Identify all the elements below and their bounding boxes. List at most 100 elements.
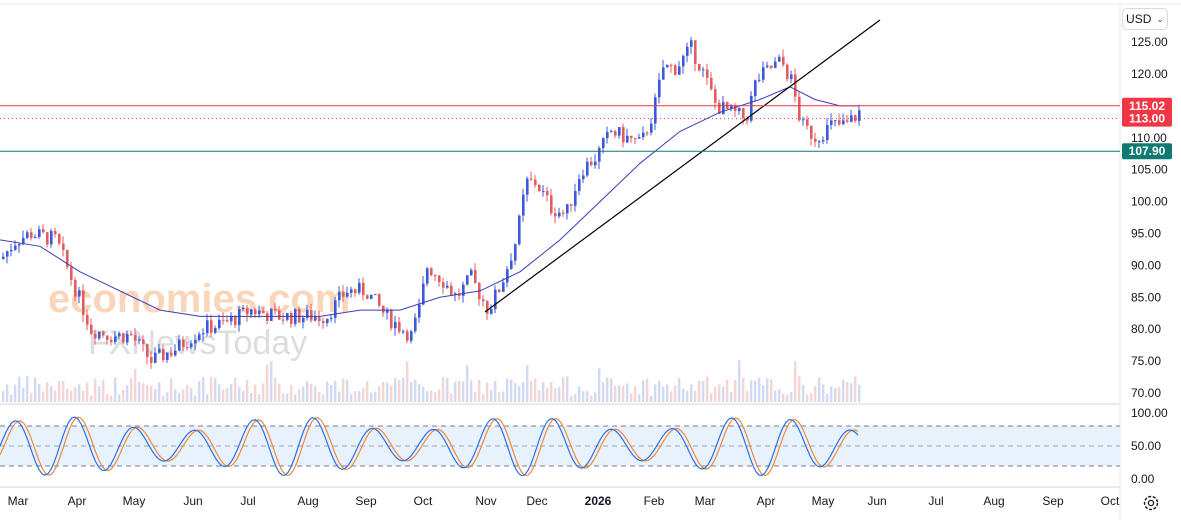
volume-bar	[578, 386, 581, 402]
volume-bar	[250, 392, 253, 402]
volume-bar	[762, 385, 765, 402]
volume-bar	[42, 391, 45, 402]
candle-body	[378, 294, 381, 306]
candle-body	[134, 335, 137, 341]
volume-bar	[806, 394, 809, 402]
volume-bar	[650, 395, 653, 402]
candle-body	[450, 285, 453, 296]
volume-bar	[46, 382, 49, 402]
candle-body	[758, 79, 761, 81]
candle-body	[670, 64, 673, 66]
candle-body	[574, 191, 577, 206]
volume-bar	[822, 384, 825, 402]
candle-body	[662, 67, 665, 80]
candle-body	[362, 282, 365, 296]
volume-bar	[222, 389, 225, 402]
candle-body	[182, 339, 185, 348]
currency-selector[interactable]: USD ⌄	[1122, 8, 1168, 30]
volume-bar	[310, 383, 313, 402]
candle-body	[206, 320, 209, 334]
candle-body	[594, 161, 597, 166]
candle-body	[514, 244, 517, 261]
time-tick-label: May	[123, 494, 146, 508]
stoch-k-line	[0, 416, 859, 477]
candle-body	[246, 307, 249, 315]
volume-bar	[354, 391, 357, 402]
candle-body	[646, 132, 649, 134]
candle-body	[658, 79, 661, 98]
candle-body	[290, 313, 293, 324]
time-tick-label: Jul	[928, 494, 943, 508]
volume-bar	[158, 382, 161, 402]
candle-body	[174, 350, 177, 356]
volume-bar	[218, 384, 221, 402]
stoch-d-line	[0, 416, 859, 477]
volume-bar	[122, 389, 125, 402]
volume-bar	[594, 392, 597, 402]
candle-body	[558, 212, 561, 217]
volume-bar	[582, 391, 585, 402]
volume-bar	[422, 386, 425, 402]
volume-bar	[166, 392, 169, 402]
volume-bar	[270, 361, 273, 402]
volume-bar	[214, 377, 217, 402]
volume-bar	[418, 384, 421, 402]
volume-bar	[610, 378, 613, 402]
volume-bar	[474, 391, 477, 402]
volume-bar	[286, 393, 289, 402]
volume-bar	[366, 381, 369, 402]
time-tick-label: Sep	[1042, 494, 1064, 508]
candle-body	[198, 334, 201, 340]
time-axis[interactable]: Mar Apr May Jun Jul Aug Sep Oct Nov Dec 2026 Feb Mar…	[8, 494, 1120, 508]
volume-bar	[450, 393, 453, 402]
volume-bar	[722, 386, 725, 402]
price-tick-label: 100.00	[1131, 195, 1168, 209]
volume-bar	[678, 378, 681, 402]
price-tick-label: 110.00	[1131, 131, 1167, 145]
volume-bar	[78, 384, 81, 402]
candle-body	[142, 339, 145, 345]
candle-body	[462, 284, 465, 296]
candle-body	[766, 65, 769, 68]
candle-body	[194, 339, 197, 344]
candle-body	[178, 339, 181, 351]
volume-bar	[734, 379, 737, 402]
volume-bar	[2, 391, 5, 402]
volume-bar	[466, 365, 469, 402]
volume-bar	[666, 384, 669, 402]
candle-body	[858, 110, 861, 121]
volume-bar	[530, 380, 533, 402]
candle-body	[590, 161, 593, 166]
volume-bar	[774, 390, 777, 402]
candle-body	[438, 275, 441, 283]
candle-body	[326, 318, 329, 324]
candle-body	[226, 320, 229, 322]
candle-body	[446, 285, 449, 288]
candle-body	[418, 304, 421, 318]
time-tick-label: Aug	[983, 494, 1004, 508]
volume-bar	[110, 395, 113, 402]
candle-body	[414, 317, 417, 332]
candle-body	[654, 97, 657, 124]
candle-body	[746, 118, 749, 121]
candle-body	[510, 260, 513, 270]
volume-bar	[646, 378, 649, 402]
volume-bar	[206, 394, 209, 402]
stoch-axis[interactable]: 0.00 50.00 100.00	[1131, 406, 1168, 486]
gear-icon[interactable]	[1141, 493, 1161, 513]
volume-bar	[174, 389, 177, 402]
candle-body	[442, 282, 445, 288]
candle-body	[710, 77, 713, 90]
volume-bar	[126, 385, 129, 402]
volume-bar	[358, 391, 361, 402]
candle-body	[190, 343, 193, 348]
candle-body	[742, 108, 745, 119]
candle-body	[222, 319, 225, 321]
trendline[interactable]	[484, 19, 881, 313]
candle-body	[518, 215, 521, 245]
candle-body	[126, 333, 129, 343]
volume-bar	[614, 385, 617, 402]
candle-body	[562, 212, 565, 214]
candle-body	[482, 299, 485, 302]
